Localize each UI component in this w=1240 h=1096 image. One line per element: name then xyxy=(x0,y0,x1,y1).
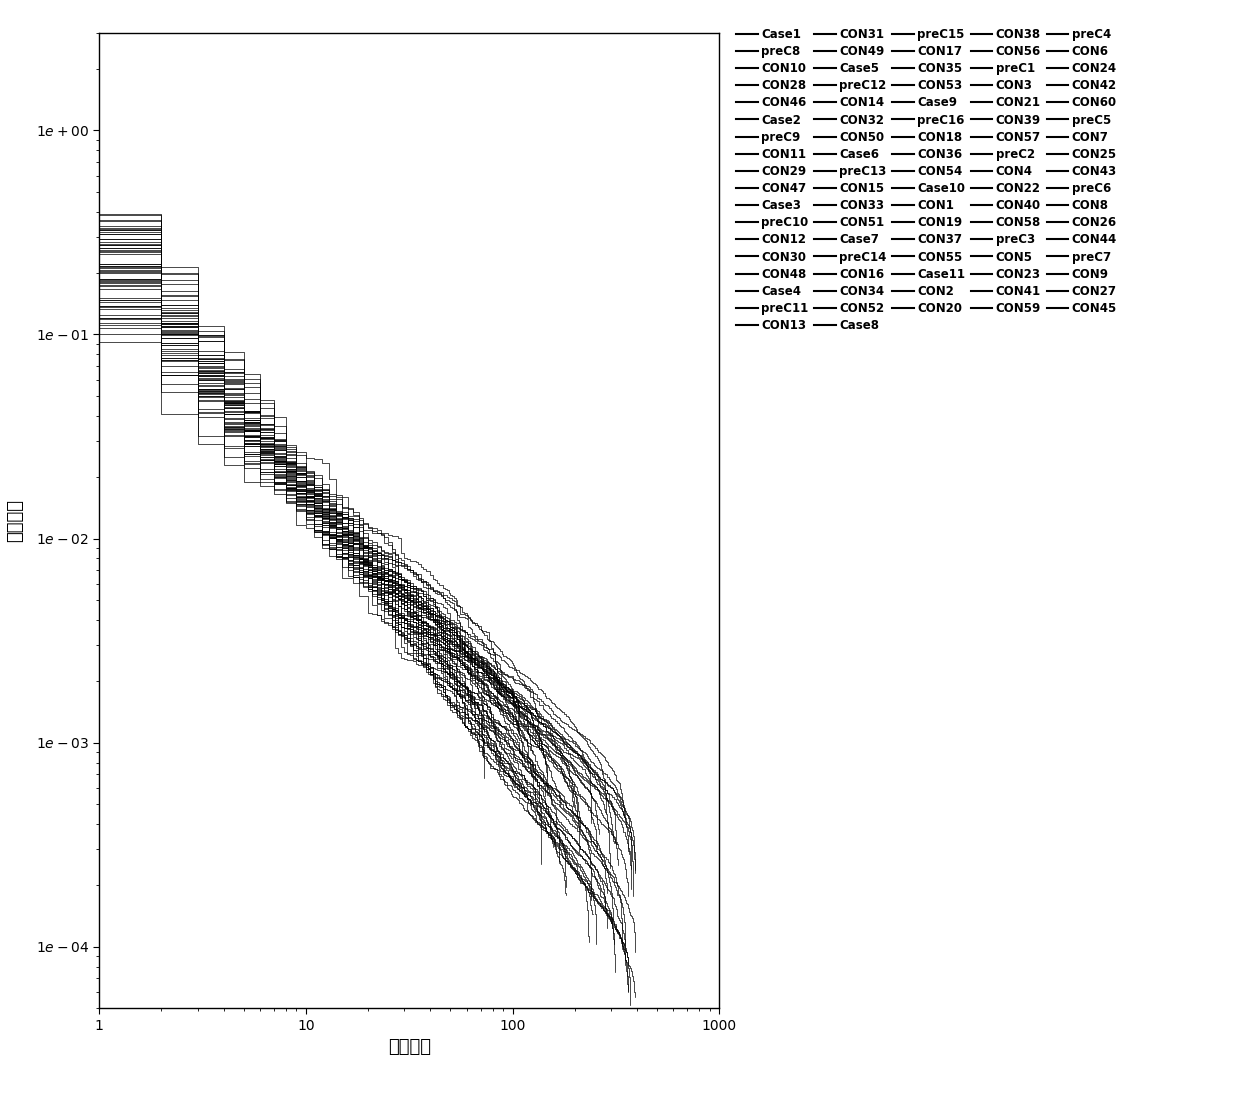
Y-axis label: 相对丰度: 相对丰度 xyxy=(6,499,25,543)
Legend: Case1, preC8, CON10, CON28, CON46, Case2, preC9, CON11, CON29, CON47, Case3, pre: Case1, preC8, CON10, CON28, CON46, Case2… xyxy=(732,23,1122,336)
X-axis label: 物种等级: 物种等级 xyxy=(388,1038,430,1057)
